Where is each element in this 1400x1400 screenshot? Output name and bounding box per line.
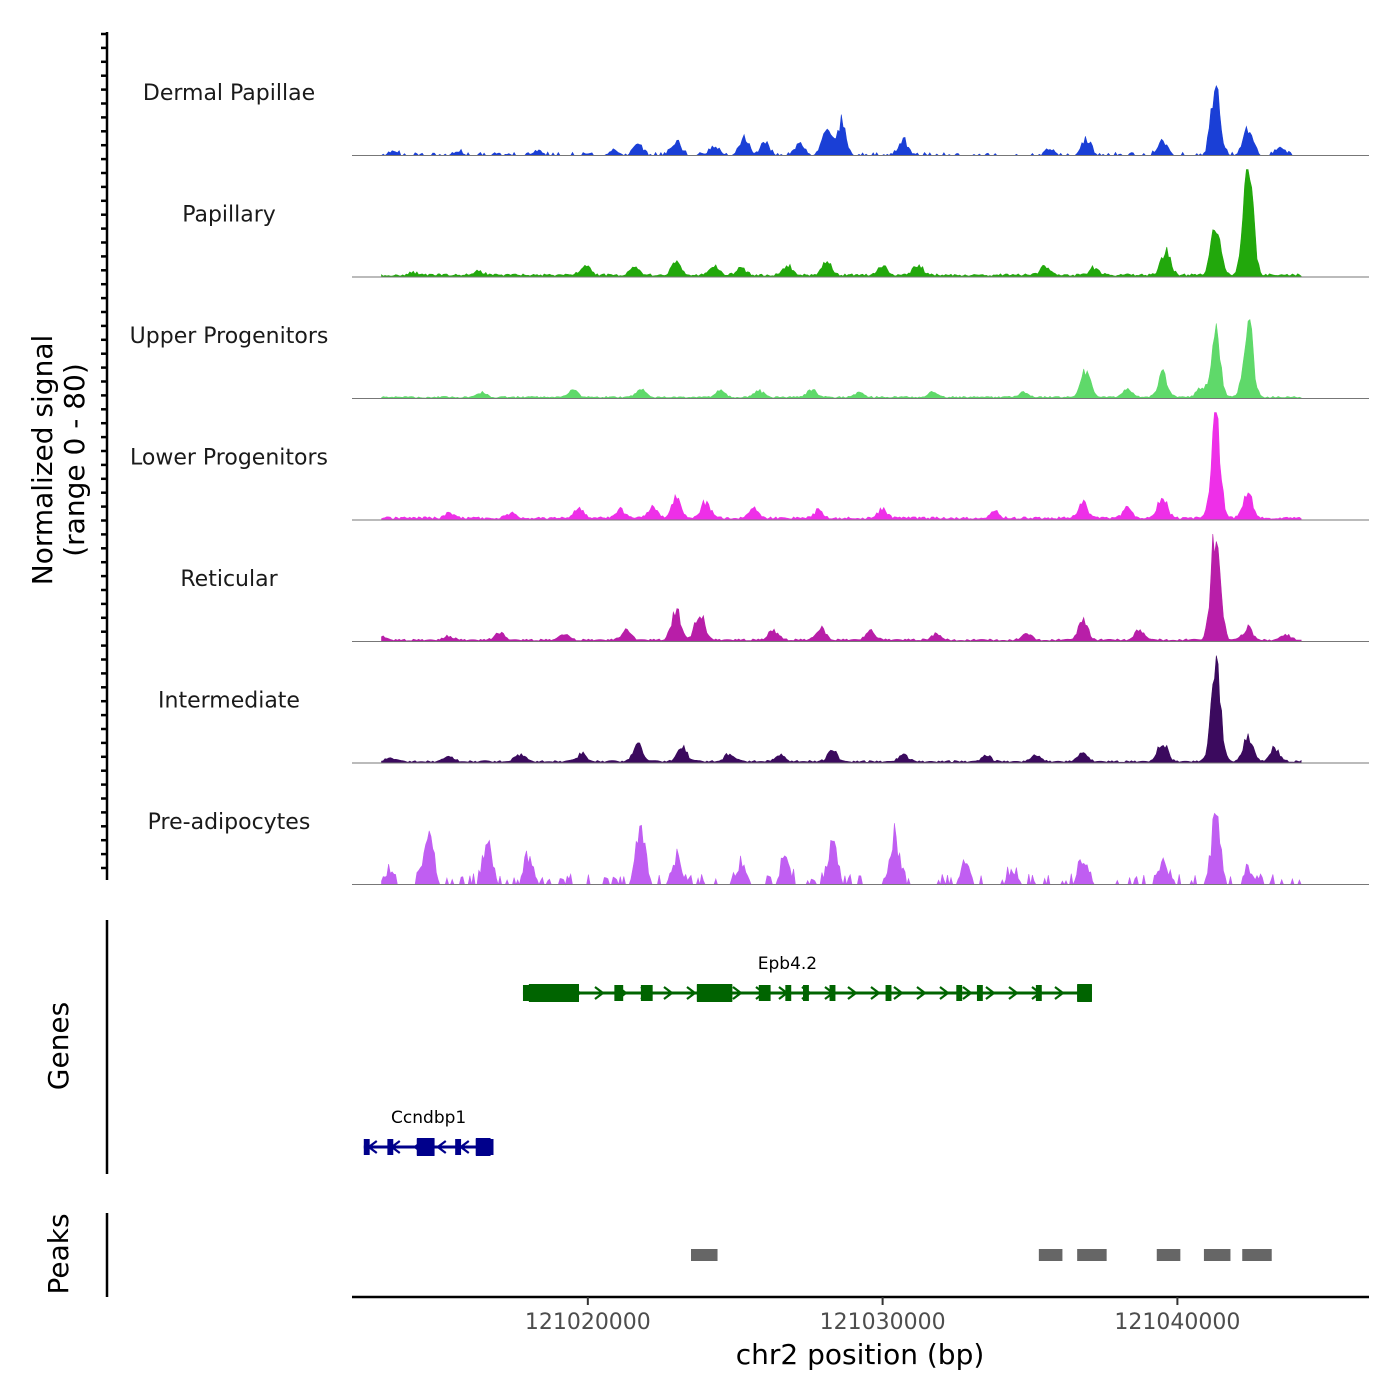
coverage-area xyxy=(380,84,1302,157)
gene-coding-exon xyxy=(1077,984,1092,1002)
coverage-area xyxy=(381,412,1302,521)
peak-region xyxy=(1242,1249,1272,1261)
x-tick-label: 121040000 xyxy=(1114,1310,1240,1335)
gene-coding-exon xyxy=(528,984,579,1002)
peak-region xyxy=(691,1249,718,1261)
peaks-panel-title: Peaks xyxy=(42,1213,75,1294)
strand-arrow xyxy=(939,986,950,1000)
strand-arrow xyxy=(686,986,697,1000)
track-label: Dermal Papillae xyxy=(143,81,315,106)
coverage-track-pre-adipocytes: Pre-adipocytes xyxy=(148,810,1369,886)
strand-arrow xyxy=(732,986,743,1000)
gene-exon xyxy=(785,985,792,1001)
strand-arrow xyxy=(962,986,973,1000)
gene-exon xyxy=(803,985,809,1001)
coverage-track-reticular: Reticular xyxy=(180,533,1369,642)
strand-arrow xyxy=(985,986,996,1000)
peak-region xyxy=(1077,1249,1107,1261)
gene-exon xyxy=(387,1139,394,1155)
strand-arrow xyxy=(1008,986,1019,1000)
gene-exon xyxy=(976,985,983,1001)
gene-exon xyxy=(956,985,963,1001)
track-label: Pre-adipocytes xyxy=(148,810,311,835)
track-label: Papillary xyxy=(182,203,276,228)
gene-exon xyxy=(640,985,653,1001)
gene-label: Ccndbp1 xyxy=(391,1108,466,1128)
gene-exon xyxy=(455,1139,462,1155)
coverage-area xyxy=(381,533,1302,642)
coverage-area xyxy=(381,169,1302,278)
x-tick-label: 121020000 xyxy=(525,1310,651,1335)
strand-arrow xyxy=(435,1140,447,1154)
peak-region xyxy=(1203,1249,1231,1261)
gene-exon xyxy=(829,985,836,1001)
coverage-track-papillary: Papillary xyxy=(182,169,1369,278)
gene-coding-exon xyxy=(416,1138,435,1156)
gene-label: Epb4.2 xyxy=(758,954,817,974)
track-label: Reticular xyxy=(180,567,278,592)
coverage-area xyxy=(381,319,1302,399)
genes-track: Epb4.2 Ccndbp1 xyxy=(363,954,1092,1156)
coverage-tracks: Dermal Papillae Papillary Upper Progenitor… xyxy=(130,81,1369,886)
gene-exon xyxy=(758,985,771,1001)
strand-arrow xyxy=(893,986,904,1000)
gene-coding-exon xyxy=(696,984,733,1002)
gene-coding-exon xyxy=(475,1138,491,1156)
peaks-track xyxy=(691,1249,1272,1261)
strand-arrow xyxy=(870,986,881,1000)
gene-exon xyxy=(363,1139,370,1155)
x-axis-ticks: 121020000 121030000 121040000 xyxy=(525,1297,1240,1335)
coverage-area xyxy=(381,655,1302,764)
gene-exon xyxy=(885,985,892,1001)
coverage-track-lower-progenitors: Lower Progenitors xyxy=(130,412,1369,521)
strand-arrow xyxy=(847,986,858,1000)
x-axis-title: chr2 position (bp) xyxy=(736,1338,985,1371)
y-axis-range: (range 0 - 80) xyxy=(58,363,91,557)
peak-region xyxy=(1156,1249,1181,1261)
gene-ccndbp1: Ccndbp1 xyxy=(363,1108,494,1156)
strand-arrow xyxy=(916,986,927,1000)
gene-exon xyxy=(1035,985,1042,1001)
x-tick-label: 121030000 xyxy=(820,1310,946,1335)
track-label: Lower Progenitors xyxy=(130,446,328,471)
strand-arrow xyxy=(594,986,605,1000)
strand-arrow xyxy=(663,986,674,1000)
strand-arrow xyxy=(1054,986,1065,1000)
y-axis-title: Normalized signal xyxy=(26,335,59,586)
gene-epb4-2: Epb4.2 xyxy=(522,954,1092,1002)
coverage-track-intermediate: Intermediate xyxy=(158,655,1369,764)
coverage-y-ticks xyxy=(101,32,107,870)
track-label: Upper Progenitors xyxy=(130,324,329,349)
peak-region xyxy=(1038,1249,1063,1261)
y-axis-title-group: Normalized signal (range 0 - 80) xyxy=(26,335,91,586)
track-label: Intermediate xyxy=(158,689,300,714)
coverage-track-upper-progenitors: Upper Progenitors xyxy=(130,319,1369,399)
coverage-area xyxy=(381,812,1302,886)
coverage-track-dermal-papillae: Dermal Papillae xyxy=(143,81,1369,157)
genes-panel-title: Genes xyxy=(42,1002,75,1090)
gene-exon xyxy=(614,985,624,1001)
